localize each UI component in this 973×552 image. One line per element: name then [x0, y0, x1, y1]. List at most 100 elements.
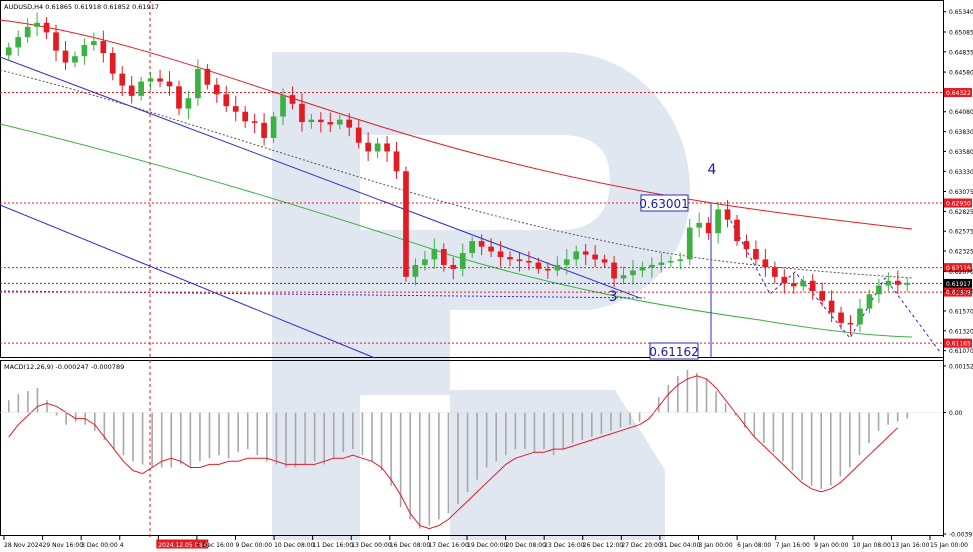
candle-body [459, 253, 466, 269]
price-axis: 0.65340 0.65085 0.64835 0.64580 0.64080 0.638… [943, 9, 973, 355]
macd-signal-line [8, 375, 899, 530]
price-tick-label: 0.62070 [949, 269, 973, 276]
candle-body [327, 122, 334, 125]
macd-tick-label: -0.003978 [949, 532, 973, 539]
ma-slow-red [0, 19, 913, 230]
candle-body [781, 276, 788, 284]
candle-body [857, 308, 863, 325]
candle-body [507, 256, 513, 260]
level-label-bg [944, 287, 972, 297]
candle-body [526, 260, 532, 263]
candle-body [100, 41, 107, 54]
candle-body [724, 209, 731, 220]
candle-body [440, 249, 447, 265]
price-tick-label: 0.63580 [949, 149, 973, 156]
level-label: 0.62930 [946, 201, 971, 208]
candle-body [336, 119, 343, 125]
candle-body [185, 98, 192, 109]
price-tick-label: 0.61570 [949, 308, 973, 315]
macd-tick-label: 0.001521 [949, 364, 973, 371]
candle-body [819, 291, 825, 301]
candle-body [109, 53, 116, 74]
candle-body [299, 103, 305, 123]
candle-body [809, 280, 816, 292]
price-box-low-text: 0.61162 [649, 345, 699, 359]
candle-body [138, 81, 144, 96]
time-tick-label: 6 Jan 08:00 [737, 542, 771, 549]
candle-body [639, 267, 646, 271]
ma-green [0, 123, 913, 338]
candle-body [876, 285, 882, 295]
candle-body [497, 251, 504, 257]
candle-body [223, 94, 230, 107]
price-tick-label: 0.64835 [949, 49, 973, 56]
candle-body [232, 106, 239, 112]
candle-body [15, 37, 22, 48]
candle-body [545, 268, 551, 271]
candle-body [601, 259, 608, 263]
candle-body [374, 143, 381, 152]
price-box-low [649, 342, 699, 360]
candle-body [677, 259, 684, 261]
time-tick-label: 3 Jan 00:00 [699, 542, 733, 549]
candle-body [213, 84, 220, 95]
candle-body [772, 267, 778, 277]
level-label: 0.62116 [946, 265, 971, 272]
time-tick-label: 29 Nov 16:00 [43, 542, 84, 549]
candle-body [195, 68, 201, 99]
candle-body [34, 22, 40, 27]
time-tick-label: 11 Dec 16:00 [313, 542, 354, 549]
price-tick-label: 0.65085 [949, 29, 973, 36]
candle-body [516, 259, 523, 261]
candle-body [620, 275, 627, 279]
time-axis: 28 Nov 2024 29 Nov 16:003 Dec 00:00 4 2024.… [3, 536, 968, 549]
candle-body [828, 300, 835, 313]
time-tick-label: 10 Jan 08:00 [853, 542, 891, 549]
level-label: 0.64322 [946, 90, 971, 97]
level-label: 0.61917 [946, 281, 971, 288]
candle-body [649, 264, 655, 268]
candle-body [318, 119, 324, 123]
time-tick-label: 19 Dec 00:00 [467, 542, 508, 549]
candle-body [346, 119, 353, 128]
candle-body [365, 142, 371, 152]
price-tick-label: 0.65340 [949, 9, 973, 16]
macd-indicator [0, 369, 943, 530]
candle-body [734, 219, 740, 242]
candle-body [72, 56, 78, 63]
level-label-bg [944, 88, 972, 98]
candle-body [128, 85, 135, 96]
macd-tick-label: 0.00 [949, 410, 963, 417]
time-tick-label: 23 Dec 16:00 [544, 542, 585, 549]
time-tick-label: 26 Dec 12:00 [583, 542, 624, 549]
time-tick-label: 15 Jan 00:00 [930, 542, 968, 549]
price-tick-label: 0.62325 [949, 249, 973, 256]
time-tick-label: 16 Dec 08:00 [390, 542, 431, 549]
time-cursor-label: 2024.12.05 08:00 [158, 542, 212, 549]
symbol-info: AUDUSD,H4 0.61865 0.61918 0.61852 0.6191… [4, 3, 159, 11]
moving-averages [0, 19, 913, 338]
time-tick-label: 4 [120, 542, 124, 549]
candle-body [24, 26, 31, 38]
price-tick-label: 0.63075 [949, 189, 973, 196]
time-tick-label: 10 Dec 08:00 [274, 542, 315, 549]
channel-lower-line [0, 204, 376, 359]
candle-body [582, 251, 589, 255]
time-tick-label: 20 Dec 08:00 [506, 542, 547, 549]
candle-body [696, 222, 703, 228]
wave-label-4: 4 [708, 162, 717, 178]
candle-body [147, 78, 154, 82]
candle-body [355, 127, 362, 143]
time-tick-label: 3 Dec 00:00 [81, 542, 118, 549]
candle-body [289, 95, 296, 104]
candle-body [422, 259, 428, 265]
candle-body [563, 259, 570, 265]
candle-body [384, 143, 390, 152]
price-tick-label: 0.61820 [949, 289, 973, 296]
price-tick-label: 0.64080 [949, 109, 973, 116]
support-dotted-line [0, 290, 646, 299]
candle-body [658, 262, 665, 265]
candle-body [554, 264, 561, 271]
time-tick-label: 31 Dec 04:00 [660, 542, 701, 549]
